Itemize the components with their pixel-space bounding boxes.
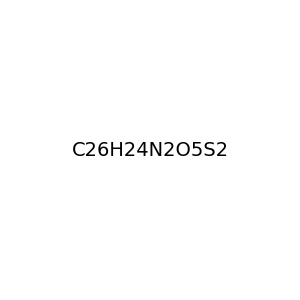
Text: C26H24N2O5S2: C26H24N2O5S2 [71, 140, 229, 160]
